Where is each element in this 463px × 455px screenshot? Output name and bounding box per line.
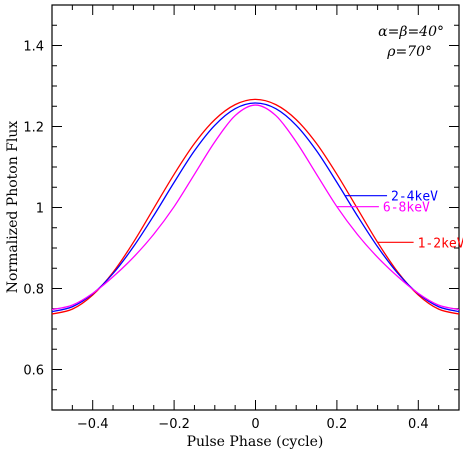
y-axis-label: Normalized Photon Flux (5, 121, 21, 294)
y-tick-label: 0.6 (23, 364, 44, 379)
y-tick-label: 1 (36, 202, 44, 217)
axis-tick-labels: −0.4 −0.2 0 0.2 0.4 0.6 0.8 1 1.2 1.4 (23, 40, 428, 433)
series-lines (51, 98, 460, 315)
series-line-2-4keV (51, 102, 460, 313)
y-tick-label: 0.8 (23, 283, 44, 298)
series-line-1-2keV (51, 98, 460, 315)
series-label-6-8keV: 6-8keV (383, 201, 430, 216)
x-tick-label: 0.2 (327, 417, 348, 432)
x-tick-label: −0.4 (77, 417, 109, 432)
series-line-6-8keV (51, 104, 460, 311)
y-tick-label: 1.4 (23, 40, 44, 55)
axis-ticks (51, 4, 460, 411)
annotation-rho: ρ=70° (386, 44, 432, 60)
x-axis-label: Pulse Phase (cycle) (187, 434, 324, 450)
annotation-alpha-beta: α=β=40° (378, 24, 444, 40)
series-label-2-4keV: 2-4keV (391, 190, 438, 205)
x-tick-label: 0 (251, 417, 259, 432)
x-tick-label: 0.4 (408, 417, 429, 432)
series-label-1-2keV: 1-2keV (418, 236, 463, 251)
x-tick-label: −0.2 (158, 417, 190, 432)
y-tick-label: 1.2 (23, 121, 44, 136)
